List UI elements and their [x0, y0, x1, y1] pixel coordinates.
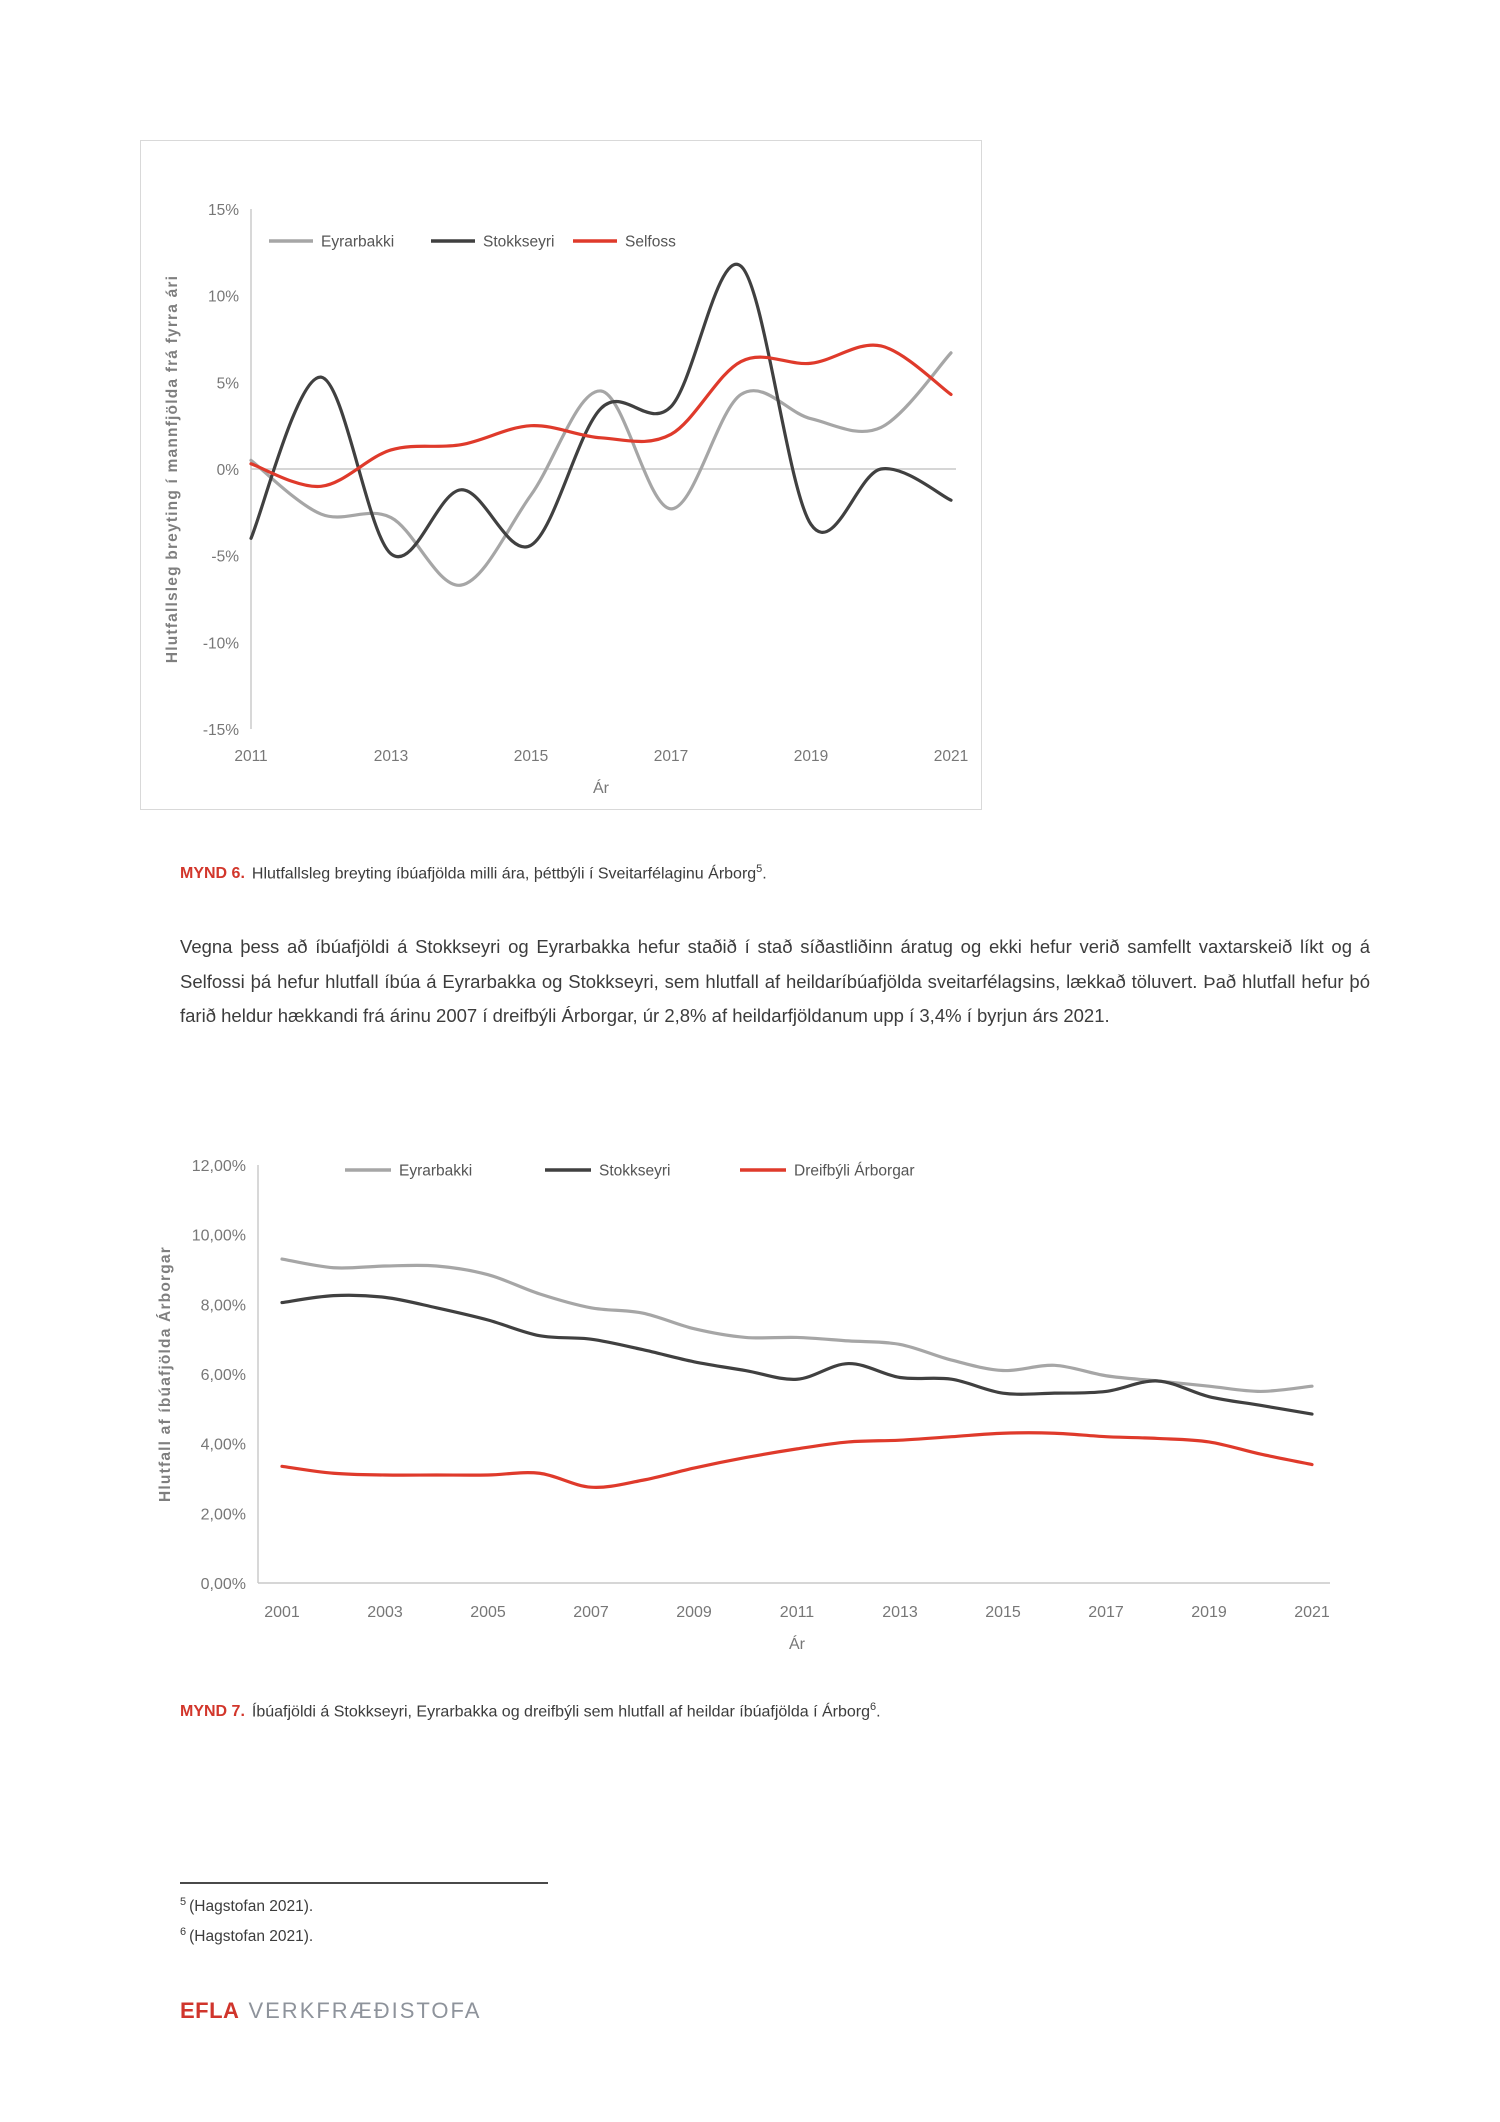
footer-logo-primary: EFLA [180, 1998, 240, 2023]
x-tick-label: 2015 [985, 1604, 1021, 1621]
figure6-footnote-ref: 5 [756, 863, 763, 875]
x-tick-label: 2021 [934, 748, 968, 765]
series-line-eyrarbakki [280, 1257, 1314, 1394]
population-share-chart: 12,00% 10,00% 8,00% 6,00% 4,00% 2,00% 0,00% 200… [157, 1158, 1330, 1653]
figure6-caption-text: Hlutfallsleg breyting íbúafjölda milli á… [251, 865, 757, 883]
y-axis-title: Hlutfall af íbúafjölda Árborgar [157, 1246, 174, 1502]
y-tick-label: 12,00% [192, 1158, 246, 1175]
y-axis-title: Hlutfallsleg breyting í mannfjölda frá f… [164, 275, 181, 663]
y-tick-label: 0,00% [201, 1576, 246, 1593]
figure7-footnote-ref: 6 [870, 1701, 877, 1713]
footnote-divider [180, 1882, 548, 1884]
y-tick-label: 15% [208, 202, 239, 219]
legend-label-eyrarbakki: Eyrarbakki [399, 1163, 472, 1180]
footnote-block: 5 (Hagstofan 2021). 6 (Hagstofan 2021). [180, 1882, 548, 1955]
x-tick-label: 2005 [470, 1604, 506, 1621]
x-tick-label: 2019 [794, 748, 828, 765]
y-tick-label: 10% [208, 289, 239, 306]
footnote-6-text: (Hagstofan 2021). [189, 1928, 314, 1946]
legend-item-stokkseyri: Stokkseyri [545, 1163, 671, 1180]
figure6-caption-label: MYND 6. [180, 865, 245, 883]
figure7-caption-period: . [876, 1703, 881, 1721]
x-tick-label: 2013 [374, 748, 408, 765]
x-tick-label: 2021 [1294, 1604, 1330, 1621]
legend-label-eyrarbakki: Eyrarbakki [321, 234, 394, 251]
legend-item-dreifb-li-rborgar: Dreifbýli Árborgar [740, 1163, 915, 1180]
legend-item-eyrarbakki: Eyrarbakki [345, 1163, 472, 1180]
footnote-5-text: (Hagstofan 2021). [189, 1898, 314, 1916]
y-tick-label: -5% [211, 549, 239, 566]
x-tick-label: 2007 [573, 1604, 609, 1621]
figure6-caption: MYND 6. Hlutfallsleg breyting íbúafjölda … [180, 862, 767, 886]
figure7-chart-area: 12,00% 10,00% 8,00% 6,00% 4,00% 2,00% 0,00% 200… [140, 1115, 1380, 1700]
x-tick-label: 2013 [882, 1604, 918, 1621]
x-axis-title: Ár [789, 1634, 806, 1653]
figure6-caption-period: . [762, 865, 767, 883]
y-tick-label: 2,00% [201, 1506, 246, 1523]
legend-label-stokkseyri: Stokkseyri [483, 234, 555, 251]
x-tick-label: 2019 [1191, 1604, 1227, 1621]
x-tick-label: 2011 [234, 748, 267, 765]
x-tick-label: 2003 [367, 1604, 403, 1621]
y-tick-label: 5% [217, 375, 240, 392]
y-tick-label: 8,00% [201, 1297, 246, 1314]
x-tick-label: 2017 [1088, 1604, 1124, 1621]
footnote-6-ref: 6 [180, 1926, 187, 1939]
y-tick-label: 4,00% [201, 1437, 246, 1454]
y-tick-label: 6,00% [201, 1367, 246, 1384]
series-line-stokkseyri [280, 1293, 1314, 1416]
footnote-5-ref: 5 [180, 1896, 187, 1908]
footnote-6: 6 (Hagstofan 2021). [180, 1924, 548, 1948]
y-tick-label: -15% [203, 722, 239, 739]
x-tick-label: 2011 [780, 1604, 815, 1621]
y-tick-label: 10,00% [192, 1228, 246, 1245]
legend-item-selfoss: Selfoss [573, 234, 676, 251]
figure6-chart-frame: 15% 10% 5% 0% -5% -10% -15% 2011 2013 2015 2017 201… [140, 140, 982, 810]
figure7-caption: MYND 7. Íbúafjöldi á Stokkseyri, Eyrarbak… [180, 1700, 881, 1724]
footer-logo: EFLA VERKFRÆÐISTOFA [180, 1998, 481, 2024]
y-tick-label: 0% [217, 462, 240, 479]
figure7-caption-text: Íbúafjöldi á Stokkseyri, Eyrarbakka og d… [251, 1703, 870, 1721]
legend-label-dreifb-li-rborgar: Dreifbýli Árborgar [794, 1163, 915, 1180]
x-axis-title: Ár [593, 778, 610, 797]
legend-label-selfoss: Selfoss [625, 234, 676, 251]
population-change-chart: 15% 10% 5% 0% -5% -10% -15% 2011 2013 2015 2017 201… [164, 202, 968, 797]
legend-label-stokkseyri: Stokkseyri [599, 1163, 671, 1180]
series-line-selfoss [249, 343, 953, 488]
legend-item-stokkseyri: Stokkseyri [431, 234, 555, 251]
x-tick-label: 2017 [654, 748, 688, 765]
series-line-stokkseyri [249, 262, 953, 559]
series-line-dreifb-li-rborgar [280, 1431, 1314, 1489]
x-tick-label: 2001 [264, 1604, 300, 1621]
series-line-eyrarbakki [249, 351, 953, 587]
x-tick-label: 2015 [514, 748, 548, 765]
x-tick-label: 2009 [676, 1604, 712, 1621]
footer-logo-secondary: VERKFRÆÐISTOFA [248, 1998, 482, 2023]
body-paragraph: Vegna þess að íbúafjöldi á Stokkseyri og… [180, 936, 1370, 1027]
footnote-5: 5 (Hagstofan 2021). [180, 1894, 548, 1918]
figure7-caption-label: MYND 7. [180, 1703, 245, 1721]
y-tick-label: -10% [203, 635, 239, 652]
legend-item-eyrarbakki: Eyrarbakki [269, 234, 394, 251]
